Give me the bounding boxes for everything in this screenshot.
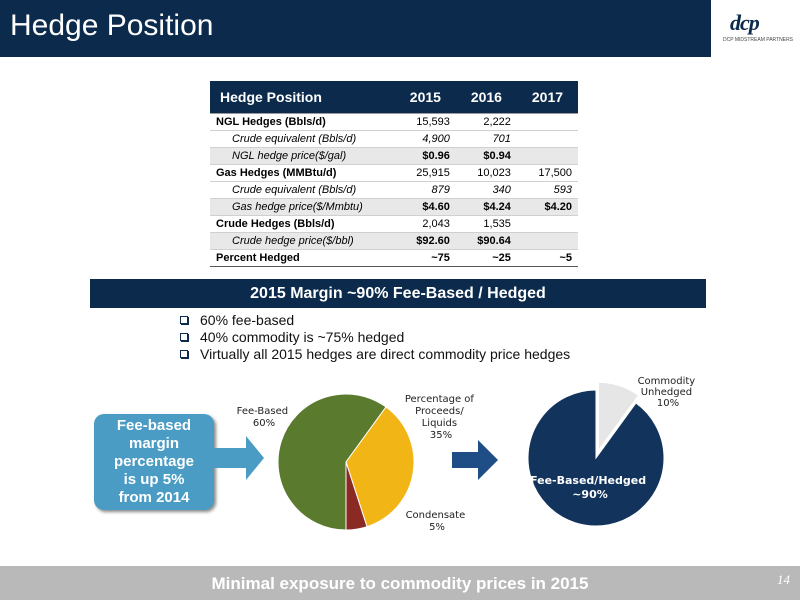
callout-line: is up 5% (123, 471, 185, 488)
pie-slice (597, 381, 640, 452)
page-number: 14 (777, 572, 790, 587)
table-row: Crude hedge price($/bbl) $92.60 $90.64 (210, 232, 578, 250)
hedge-status-pie-chart (527, 381, 665, 527)
callout-line: Fee-based (116, 417, 192, 434)
bullet-text: Virtually all 2015 hedges are direct com… (200, 346, 571, 362)
slice-label-fee-based: Fee-Based 60% (237, 406, 292, 429)
cell-2016: 2,222 (455, 113, 517, 131)
hedge-position-table: Hedge Position 2015 2016 2017 NGL Hedges… (210, 81, 578, 267)
table-header-row: Hedge Position 2015 2016 2017 (210, 81, 578, 114)
cell-2016: 701 (455, 130, 517, 148)
list-item: Virtually all 2015 hedges are direct com… (180, 346, 570, 363)
cell-2015: 879 (394, 181, 456, 199)
pie-slice (345, 406, 415, 528)
cell-2017 (516, 130, 578, 148)
bullet-icon (180, 350, 188, 358)
footer-message: Minimal exposure to commodity prices in … (211, 574, 589, 593)
cell-2016: 1,535 (455, 215, 517, 233)
slice-label-fee-based-hedged: Fee-Based/Hedged ~90% (530, 474, 650, 501)
list-item: 40% commodity is ~75% hedged (180, 329, 570, 346)
callout-line: margin (128, 435, 179, 452)
cell-2017: 17,500 (516, 164, 578, 182)
title-bar: Hedge Position dcp DCP MIDSTREAM PARTNER… (0, 0, 800, 57)
table-row: Gas Hedges (MMBtu/d) 25,915 10,023 17,50… (210, 164, 578, 182)
slice-label-condensate: Condensate 5% (406, 510, 469, 533)
margin-banner: 2015 Margin ~90% Fee-Based / Hedged (90, 279, 706, 308)
arrow-right-icon (452, 440, 498, 480)
bullet-list: 60% fee-based 40% commodity is ~75% hedg… (180, 312, 570, 363)
slice-label-pop-liquids: Percentage of Proceeds/ Liquids 35% (405, 394, 477, 441)
arrow-right-icon (214, 436, 264, 480)
table-header-label: Hedge Position (210, 81, 395, 114)
table-row: Percent Hedged ~75 ~25 ~5 (210, 249, 578, 267)
cell-2015: 15,593 (394, 113, 456, 131)
row-label: Crude equivalent (Bbls/d) (210, 181, 395, 199)
callout-line: from 2014 (118, 489, 190, 506)
logo-mark: dcp (730, 10, 760, 35)
cell-2016: 340 (455, 181, 517, 199)
list-item: 60% fee-based (180, 312, 570, 329)
row-label: Gas Hedges (MMBtu/d) (210, 164, 395, 182)
table-header-2016: 2016 (455, 81, 517, 114)
cell-2015: 2,043 (394, 215, 456, 233)
cell-2017 (516, 215, 578, 233)
table-header-2017: 2017 (516, 81, 578, 114)
bullet-text: 60% fee-based (200, 312, 295, 328)
row-label: NGL Hedges (Bbls/d) (210, 113, 395, 131)
bullet-icon (180, 316, 188, 324)
table-row: Gas hedge price($/Mmbtu) $4.60 $4.24 $4.… (210, 198, 578, 216)
callout-line: percentage (113, 453, 195, 470)
pie-slice (527, 389, 665, 527)
cell-2017 (516, 147, 578, 165)
footer-bar: Minimal exposure to commodity prices in … (0, 566, 800, 600)
cell-2017: ~5 (516, 249, 578, 267)
cell-2015: ~75 (394, 249, 456, 267)
cell-2016: ~25 (455, 249, 517, 267)
table-row: Crude equivalent (Bbls/d) 4,900 701 (210, 130, 578, 148)
logo-subtitle: DCP MIDSTREAM PARTNERS (723, 37, 794, 43)
cell-2015: $0.96 (394, 147, 456, 165)
cell-2016: $90.64 (455, 232, 517, 250)
pie-slice (277, 393, 387, 531)
cell-2017 (516, 113, 578, 131)
cell-2016: 10,023 (455, 164, 517, 182)
slice-label-commodity-unhedged: Commodity Unhedged 10% (638, 376, 699, 409)
row-label: Percent Hedged (210, 249, 395, 267)
company-logo: dcp DCP MIDSTREAM PARTNERS (711, 0, 800, 57)
margin-mix-pie-chart (277, 393, 415, 531)
table-row: Crude equivalent (Bbls/d) 879 340 593 (210, 181, 578, 199)
table-header-2015: 2015 (394, 81, 456, 114)
cell-2015: 4,900 (394, 130, 456, 148)
row-label: Crude Hedges (Bbls/d) (210, 215, 395, 233)
cell-2017: 593 (516, 181, 578, 199)
bullet-icon (180, 333, 188, 341)
pie-slice (345, 461, 368, 531)
row-label: Gas hedge price($/Mmbtu) (210, 198, 395, 216)
row-label: Crude equivalent (Bbls/d) (210, 130, 395, 148)
fee-based-callout: Fee-based margin percentage is up 5% fro… (94, 414, 214, 510)
cell-2016: $0.94 (455, 147, 517, 165)
bullet-text: 40% commodity is ~75% hedged (200, 329, 405, 345)
table-row: Crude Hedges (Bbls/d) 2,043 1,535 (210, 215, 578, 233)
table-row: NGL Hedges (Bbls/d) 15,593 2,222 (210, 113, 578, 131)
page-title: Hedge Position (10, 9, 214, 42)
cell-2015: 25,915 (394, 164, 456, 182)
